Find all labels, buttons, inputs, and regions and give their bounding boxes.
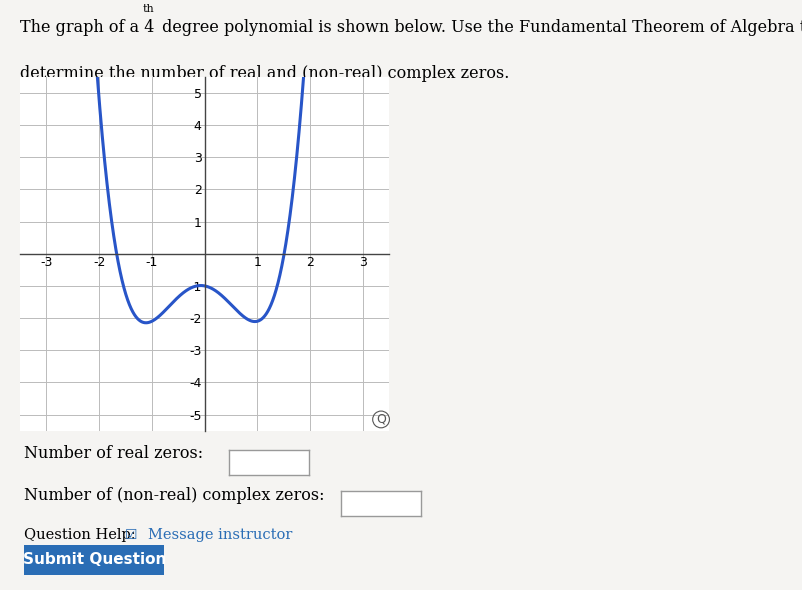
Text: determine the number of real and (non-real) complex zeros.: determine the number of real and (non-re… — [20, 65, 509, 82]
Text: The graph of a 4: The graph of a 4 — [20, 19, 155, 36]
Text: Q: Q — [376, 413, 386, 426]
Text: Message instructor: Message instructor — [148, 528, 293, 542]
Text: Number of (non-real) complex zeros:: Number of (non-real) complex zeros: — [24, 487, 325, 504]
Text: degree polynomial is shown below. Use the Fundamental Theorem of Algebra to: degree polynomial is shown below. Use th… — [157, 19, 802, 36]
Text: Number of real zeros:: Number of real zeros: — [24, 445, 203, 463]
Text: Question Help:: Question Help: — [24, 528, 136, 542]
Text: Submit Question: Submit Question — [22, 552, 166, 568]
Text: th: th — [143, 4, 155, 14]
Text: ☑: ☑ — [124, 528, 137, 542]
